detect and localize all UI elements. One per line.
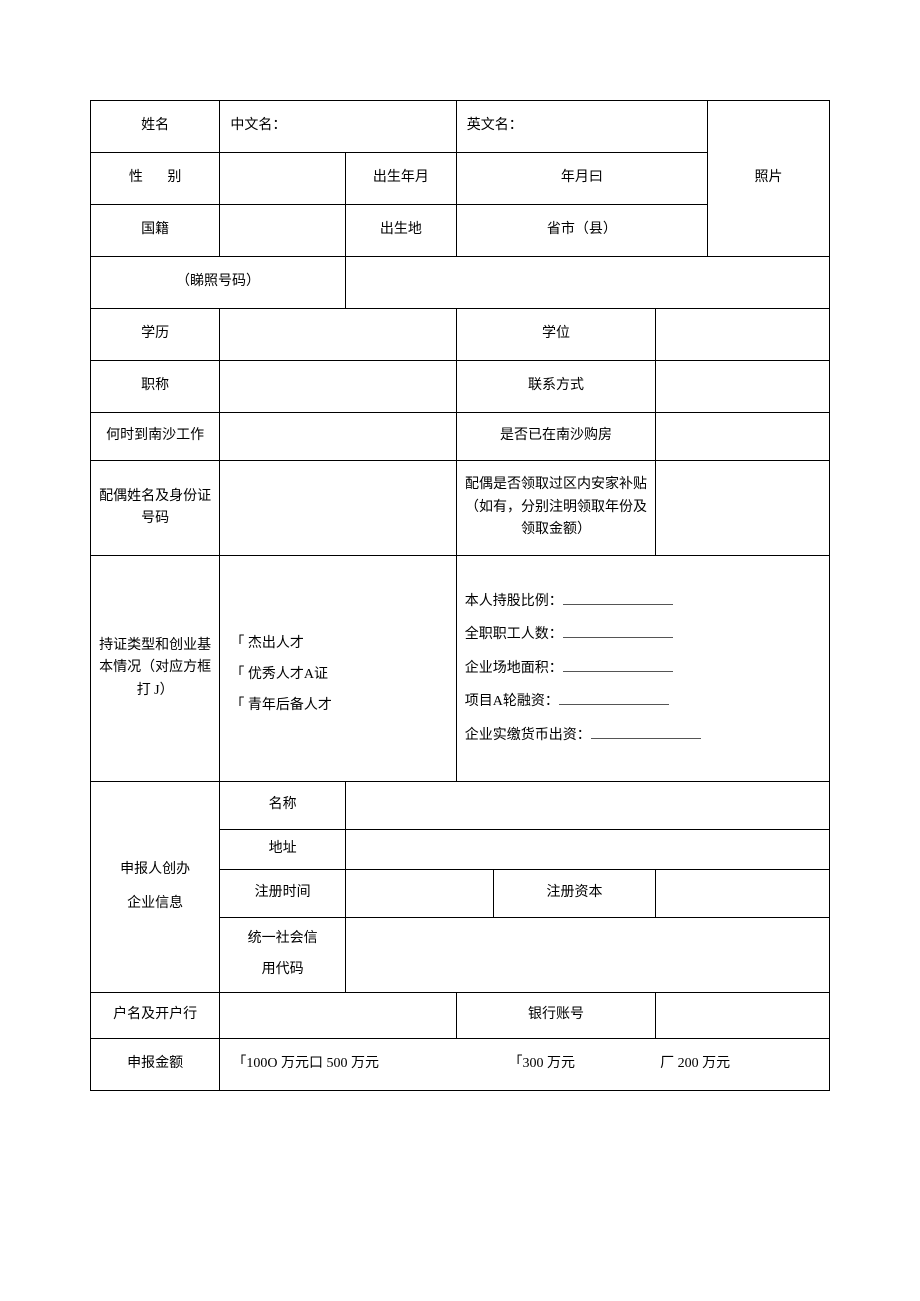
amount-label: 申报金额 <box>91 1038 220 1090</box>
birthplace-value[interactable]: 省市（县） <box>456 205 707 257</box>
when-nansha-value[interactable] <box>220 413 456 461</box>
en-label: 英文名： <box>467 118 523 133</box>
when-nansha-label: 何时到南沙工作 <box>91 413 220 461</box>
uscc-label: 统一社会信 用代码 <box>220 918 346 993</box>
amount-options[interactable]: 「100O 万元口 500 万元 「300 万元 厂 200 万元 <box>220 1038 830 1090</box>
share-ratio-input[interactable] <box>563 604 673 605</box>
photo-cell[interactable]: 照片 <box>708 101 830 257</box>
area-input[interactable] <box>563 671 673 672</box>
nationality-value[interactable] <box>220 205 346 257</box>
bank-name-value[interactable] <box>220 992 456 1038</box>
startup-details[interactable]: 本人持股比例： 全职职工人数： 企业场地面积： 项目A轮融资： 企业实缴货币出资… <box>456 556 829 782</box>
house-value[interactable] <box>656 413 830 461</box>
cn-name-cell[interactable]: 中文名： <box>220 101 456 153</box>
amount-opt-1000-500[interactable]: 「100O 万元口 500 万元 <box>232 1053 505 1075</box>
share-ratio-label: 本人持股比例： <box>465 594 563 609</box>
spouse-subsidy-label: 配偶是否领取过区内安家补贴（如有，分别注明领取年份及领取金额） <box>456 461 656 556</box>
jobtitle-value[interactable] <box>220 361 456 413</box>
application-form-table: 姓名 中文名： 英文名： 照片 性 别 出生年月 年月曰 国籍 出生地 省市（县… <box>90 100 830 1091</box>
company-info-label: 申报人创办 企业信息 <box>91 782 220 993</box>
amount-opt-200[interactable]: 厂 200 万元 <box>660 1053 730 1075</box>
opt-outstanding[interactable]: 「 杰出人才 <box>230 629 451 660</box>
company-addr-value[interactable] <box>345 830 829 870</box>
degree-value[interactable] <box>656 309 830 361</box>
staff-count-label: 全职职工人数： <box>465 627 563 642</box>
uscc-value[interactable] <box>345 918 829 993</box>
staff-count-input[interactable] <box>563 637 673 638</box>
degree-label: 学位 <box>456 309 656 361</box>
spouse-value[interactable] <box>220 461 456 556</box>
cn-label: 中文名： <box>230 118 286 133</box>
reg-time-value[interactable] <box>345 870 493 918</box>
cert-type-label: 持证类型和创业基本情况（对应方框打 J） <box>91 556 220 782</box>
series-a-input[interactable] <box>559 704 669 705</box>
birthplace-label: 出生地 <box>345 205 456 257</box>
bank-account-value[interactable] <box>656 992 830 1038</box>
area-label: 企业场地面积： <box>465 661 563 676</box>
birth-label: 出生年月 <box>345 153 456 205</box>
passport-label: （睇照号码） <box>91 257 346 309</box>
spouse-subsidy-value[interactable] <box>656 461 830 556</box>
gender-value[interactable] <box>220 153 346 205</box>
contact-label: 联系方式 <box>456 361 656 413</box>
en-name-cell[interactable]: 英文名： <box>456 101 707 153</box>
education-label: 学历 <box>91 309 220 361</box>
company-name-value[interactable] <box>345 782 829 830</box>
paid-capital-input[interactable] <box>591 738 701 739</box>
passport-value[interactable] <box>345 257 829 309</box>
spouse-label: 配偶姓名及身份证号码 <box>91 461 220 556</box>
house-label: 是否已在南沙购房 <box>456 413 656 461</box>
reg-cap-value[interactable] <box>656 870 830 918</box>
name-label: 姓名 <box>91 101 220 153</box>
education-value[interactable] <box>220 309 456 361</box>
bank-name-label: 户名及开户行 <box>91 992 220 1038</box>
contact-value[interactable] <box>656 361 830 413</box>
gender-label: 性 别 <box>91 153 220 205</box>
company-addr-label: 地址 <box>220 830 346 870</box>
amount-opt-300[interactable]: 「300 万元 <box>508 1053 656 1075</box>
cert-type-options[interactable]: 「 杰出人才 「 优秀人才A证 「 青年后备人才 <box>220 556 456 782</box>
series-a-label: 项目A轮融资： <box>465 694 559 709</box>
bank-account-label: 银行账号 <box>456 992 656 1038</box>
jobtitle-label: 职称 <box>91 361 220 413</box>
reg-time-label: 注册时间 <box>220 870 346 918</box>
paid-capital-label: 企业实缴货币出资： <box>465 728 591 743</box>
birth-value[interactable]: 年月曰 <box>456 153 707 205</box>
reg-cap-label: 注册资本 <box>493 870 656 918</box>
nationality-label: 国籍 <box>91 205 220 257</box>
company-name-label: 名称 <box>220 782 346 830</box>
opt-excellent-a[interactable]: 「 优秀人才A证 <box>230 660 451 691</box>
opt-youth[interactable]: 「 青年后备人才 <box>230 691 451 722</box>
